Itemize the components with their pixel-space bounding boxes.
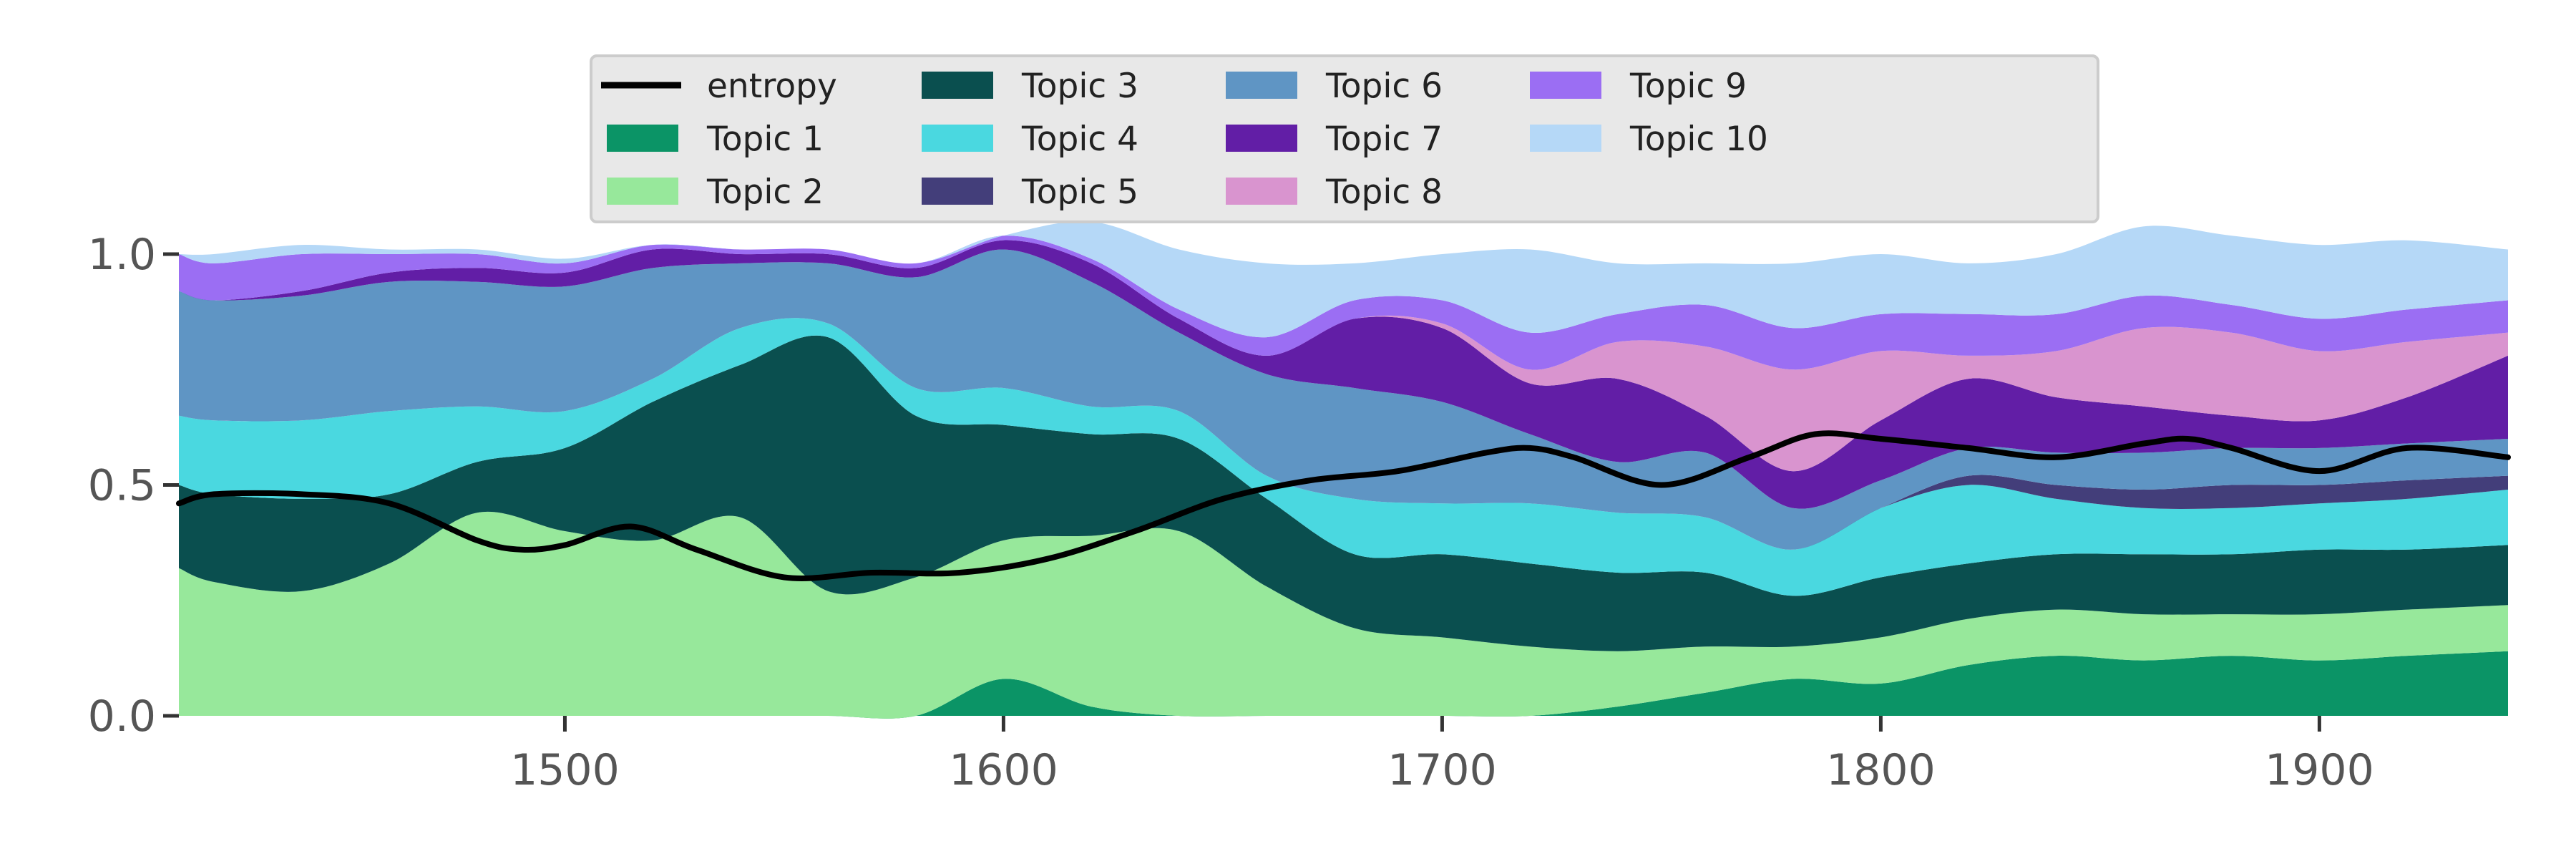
legend-item-entropy: entropy — [601, 67, 837, 106]
legend-swatch — [607, 178, 678, 205]
legend-label: Topic 3 — [1021, 67, 1138, 106]
legend-swatch — [607, 125, 678, 152]
legend-item-topic-3: Topic 3 — [922, 67, 1138, 106]
y-tick-label: 1.0 — [88, 230, 156, 280]
area-topic-2 — [179, 511, 2508, 719]
legend-swatch — [922, 125, 993, 152]
legend-label: Topic 4 — [1021, 120, 1138, 159]
x-tick-label: 1500 — [510, 745, 620, 795]
x-tick-label: 1800 — [1826, 745, 1936, 795]
legend-item-topic-4: Topic 4 — [922, 120, 1138, 159]
legend-swatch — [1226, 125, 1297, 152]
legend-label: Topic 10 — [1629, 120, 1768, 159]
legend-label: Topic 6 — [1325, 67, 1443, 106]
x-tick-label: 1700 — [1387, 745, 1497, 795]
y-tick-label: 0.5 — [88, 461, 156, 511]
axes-group: 0.0 0.5 1.0 1500 1600 1700 1800 1900 — [88, 230, 2374, 795]
legend-label: Topic 5 — [1021, 173, 1138, 212]
legend-swatch — [922, 72, 993, 99]
legend-swatch — [1226, 72, 1297, 99]
legend-swatch — [1530, 125, 1601, 152]
legend-label: Topic 2 — [706, 173, 824, 212]
legend-label: entropy — [707, 67, 837, 106]
legend-item-topic-9: Topic 9 — [1530, 67, 1747, 106]
legend: entropy Topic 1 Topic 2 Topic 3 Topic 4 Topic… — [590, 54, 2099, 223]
area-topic-3 — [179, 335, 2508, 651]
legend-label: Topic 1 — [706, 120, 824, 159]
area-topic-1 — [179, 651, 2508, 719]
y-tick-label: 0.0 — [88, 691, 156, 742]
legend-label: Topic 8 — [1325, 173, 1443, 212]
area-series-group — [179, 221, 2508, 719]
entropy-line — [176, 430, 2511, 581]
area-topic-8 — [179, 240, 2508, 472]
legend-item-topic-5: Topic 5 — [922, 173, 1138, 212]
legend-swatch — [1226, 178, 1297, 205]
area-topic-6 — [179, 249, 2508, 550]
legend-item-topic-6: Topic 6 — [1226, 67, 1443, 106]
legend-swatch — [922, 178, 993, 205]
area-topic-4 — [179, 318, 2508, 596]
legend-item-topic-2: Topic 2 — [607, 173, 824, 212]
area-topic-5 — [179, 318, 2508, 550]
legend-item-topic-8: Topic 8 — [1226, 173, 1443, 212]
legend-item-topic-1: Topic 1 — [607, 120, 824, 159]
x-tick-label: 1600 — [949, 745, 1058, 795]
area-topic-10 — [179, 221, 2508, 338]
legend-label: Topic 9 — [1629, 67, 1747, 106]
legend-item-topic-10: Topic 10 — [1530, 120, 1768, 159]
legend-item-topic-7: Topic 7 — [1226, 120, 1443, 159]
x-tick-label: 1900 — [2265, 745, 2374, 795]
legend-label: Topic 7 — [1325, 120, 1443, 159]
entropy-line-group — [176, 430, 2511, 581]
area-topic-9 — [179, 236, 2508, 370]
legend-swatch — [1530, 72, 1601, 99]
